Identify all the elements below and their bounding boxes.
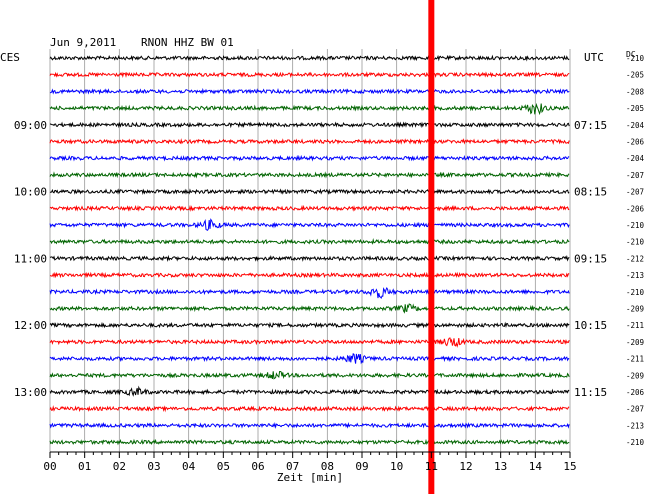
chart-date: Jun 9,2011 (50, 36, 116, 49)
right-time-label: 11:15 (574, 386, 607, 399)
left-timezone-label: CES (0, 51, 20, 64)
trace-9 (49, 204, 570, 212)
trace-7 (49, 171, 570, 179)
dc-offset-value: -211 (626, 355, 644, 364)
dc-offset-value: -213 (626, 271, 644, 280)
dc-offset-value: -204 (626, 121, 645, 130)
x-tick-label: 04 (182, 460, 196, 473)
trace-0 (49, 54, 570, 62)
x-tick-label: 08 (321, 460, 334, 473)
x-tick-label: 10 (390, 460, 403, 473)
right-time-label: 09:15 (574, 252, 607, 265)
dc-offset-value: -210 (626, 221, 645, 230)
dc-offset-value: -210 (626, 238, 645, 247)
x-tick-label: 02 (113, 460, 126, 473)
dc-offset-value: -206 (626, 388, 645, 397)
dc-offset-value: -204 (626, 154, 645, 163)
dc-offset-value: -205 (626, 71, 644, 80)
trace-2 (49, 87, 570, 95)
x-tick-label: 15 (563, 460, 576, 473)
right-time-label: 10:15 (574, 319, 607, 332)
dc-offset-value: -212 (626, 254, 644, 263)
dc-offset-value: -207 (626, 171, 644, 180)
dc-offset-value: -209 (626, 305, 644, 314)
dc-offset-value: -207 (626, 405, 644, 414)
trace-4 (49, 121, 570, 129)
x-tick-label: 09 (355, 460, 368, 473)
dc-offset-value: -209 (626, 338, 644, 347)
trace-21 (49, 405, 570, 413)
time-labels: 09:00 10:00 11:00 12:00 13:00 07:15 08:15 09:15… (14, 54, 645, 447)
x-tick-label: 12 (459, 460, 472, 473)
x-tick-label: 05 (217, 460, 230, 473)
trace-16 (49, 321, 570, 329)
dc-offset-value: -213 (626, 421, 644, 430)
trace-1 (49, 71, 570, 79)
trace-3 (49, 102, 570, 116)
trace-20 (49, 385, 570, 397)
right-timezone-label: UTC (584, 51, 604, 64)
seismic-traces (49, 54, 570, 446)
dc-offset-value: -206 (626, 138, 645, 147)
trace-15 (49, 303, 570, 314)
left-time-label: 11:00 (14, 252, 47, 265)
left-time-label: 10:00 (14, 186, 47, 199)
time-marker (428, 0, 435, 494)
x-axis-label: Zeit [min] (277, 471, 343, 484)
trace-22 (49, 421, 570, 429)
trace-18 (49, 352, 570, 365)
trace-12 (49, 254, 570, 263)
left-time-label: 12:00 (14, 319, 47, 332)
x-tick-label: 13 (494, 460, 507, 473)
left-time-label: 09:00 (14, 119, 47, 132)
trace-8 (49, 188, 570, 196)
dc-offset-value: -205 (626, 104, 644, 113)
dc-offset-value: -206 (626, 204, 645, 213)
current-time-marker (428, 0, 435, 494)
dc-offset-value: -207 (626, 188, 644, 197)
right-time-label: 08:15 (574, 186, 607, 199)
dc-offset-value: -210 (626, 438, 645, 447)
trace-6 (49, 154, 570, 162)
right-time-label: 07:15 (574, 119, 607, 132)
chart-grid (49, 49, 571, 452)
trace-10 (49, 218, 570, 231)
trace-19 (49, 371, 570, 380)
trace-14 (49, 286, 570, 299)
trace-13 (49, 271, 570, 279)
trace-5 (49, 138, 570, 146)
x-tick-label: 06 (251, 460, 264, 473)
x-tick-label: 11 (425, 460, 438, 473)
left-time-label: 13:00 (14, 386, 47, 399)
dc-offset-value: -209 (626, 371, 644, 380)
dc-offset-value: -211 (626, 321, 644, 330)
x-tick-label: 03 (147, 460, 160, 473)
trace-23 (49, 438, 570, 446)
x-tick-label: 00 (43, 460, 56, 473)
trace-11 (49, 238, 570, 246)
dc-offset-value: -210 (626, 288, 645, 297)
chart-station: RNON HHZ BW 01 (141, 36, 234, 49)
dc-offset-value: -208 (626, 87, 645, 96)
dc-offset-header: DC (626, 50, 636, 59)
trace-17 (49, 337, 570, 348)
x-tick-label: 07 (286, 460, 299, 473)
dc-offset-value: -210 (626, 54, 645, 63)
x-axis: 00 01 02 03 04 05 06 07 08 09 10 11 12 13 14 15 (43, 451, 577, 473)
x-tick-label: 14 (529, 460, 543, 473)
x-tick-label: 01 (78, 460, 91, 473)
